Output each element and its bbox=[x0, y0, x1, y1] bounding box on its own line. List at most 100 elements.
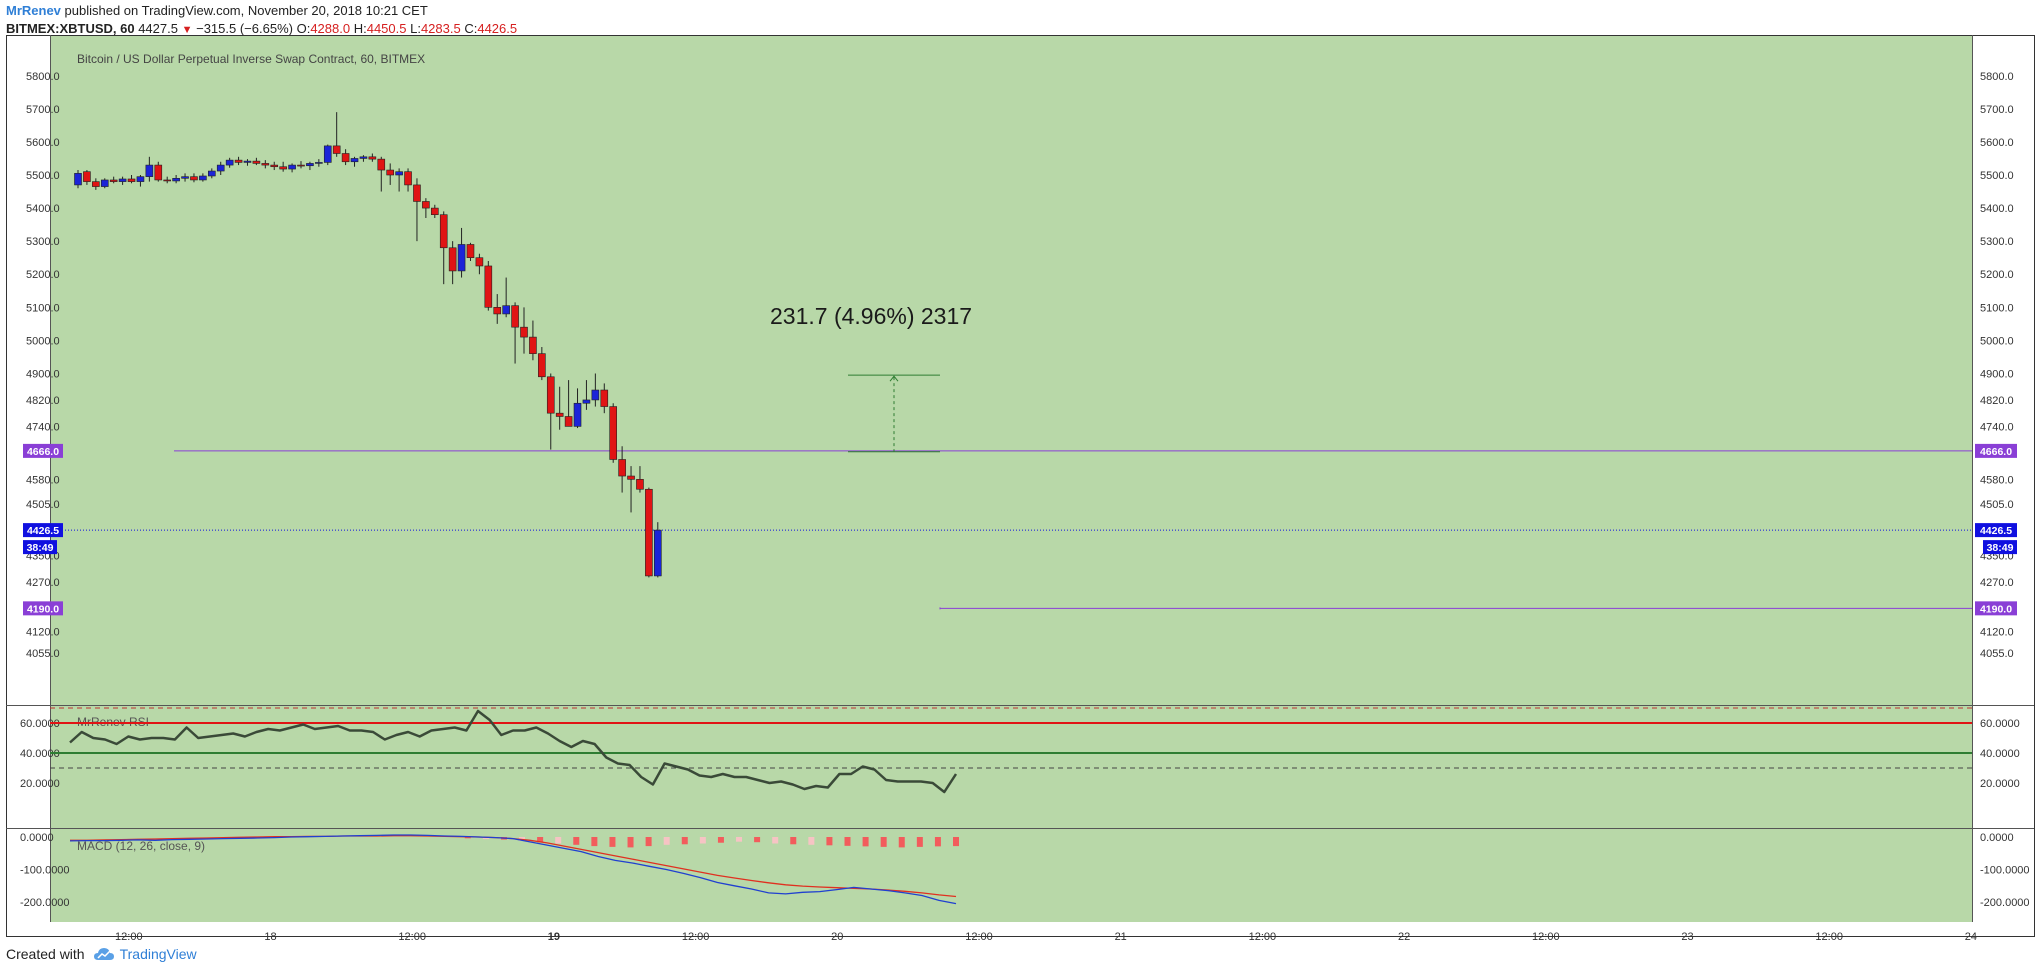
candle-down bbox=[413, 184, 421, 202]
macd-histogram-bar bbox=[717, 837, 724, 843]
x-tick-label: 24 bbox=[1965, 931, 1977, 943]
candle-down bbox=[493, 307, 502, 315]
y-tick-label-left: 4505.0 bbox=[26, 499, 60, 511]
y-tick-label-left: 5100.0 bbox=[26, 302, 60, 314]
candle-up bbox=[315, 162, 323, 164]
candle-up bbox=[350, 158, 359, 163]
y-tick-label-left: 4900.0 bbox=[26, 368, 60, 380]
y-tick-label-left: 4055.0 bbox=[26, 648, 60, 660]
y-tick-label-right: 4120.0 bbox=[1980, 627, 2014, 639]
symbol-name: BITMEX:XBTUSD, 60 bbox=[6, 21, 135, 36]
x-tick-label: 12:00 bbox=[1815, 931, 1843, 943]
x-tick-label: 12:00 bbox=[398, 931, 426, 943]
y-tick-label-right: 4740.0 bbox=[1980, 421, 2014, 433]
candle-down bbox=[439, 214, 448, 249]
y-tick-label-left: 5800.0 bbox=[26, 71, 60, 83]
open-value: 4288.0 bbox=[310, 21, 351, 36]
x-tick-label: 21 bbox=[1115, 931, 1127, 943]
measure-arrow-icon bbox=[889, 375, 899, 382]
candle-down bbox=[154, 164, 163, 181]
cloud-icon bbox=[93, 948, 114, 960]
rsi-y-tick-left: 40.0000 bbox=[20, 748, 60, 760]
candle-down bbox=[430, 207, 439, 215]
candle-up bbox=[502, 305, 510, 315]
macd-histogram-bar bbox=[573, 837, 580, 845]
macd-histogram-bar bbox=[953, 837, 959, 847]
macd-histogram-bar bbox=[645, 837, 652, 847]
countdown-tag-left: 38:49 bbox=[27, 542, 54, 554]
candle-down bbox=[422, 201, 430, 209]
candle-down bbox=[645, 488, 653, 577]
macd-histogram-bar bbox=[591, 837, 598, 847]
author-link[interactable]: MrRenev bbox=[6, 3, 61, 18]
x-tick-label: 18 bbox=[264, 931, 276, 943]
y-tick-label-left: 5500.0 bbox=[26, 170, 60, 182]
x-tick-label: 12:00 bbox=[115, 931, 143, 943]
y-tick-label-left: 4820.0 bbox=[26, 395, 60, 407]
candle-down bbox=[636, 479, 644, 490]
candle-down bbox=[163, 179, 171, 182]
level-4190-tag-right-box bbox=[1975, 601, 2017, 616]
x-tick-label: 20 bbox=[831, 931, 843, 943]
level-4190-tag-left: 4190.0 bbox=[27, 603, 59, 615]
publish-text: published on TradingView.com, November 2… bbox=[60, 3, 428, 18]
y-tick-label-left: 5700.0 bbox=[26, 104, 60, 116]
candle-down bbox=[466, 244, 475, 259]
candle-up bbox=[288, 164, 296, 170]
created-with-label: Created with bbox=[6, 946, 85, 962]
macd-histogram-bar bbox=[699, 837, 706, 844]
candle-down bbox=[546, 376, 555, 414]
candle-down bbox=[618, 459, 626, 477]
y-tick-label-right: 5000.0 bbox=[1980, 335, 2014, 347]
rsi-y-tick-right: 40.0000 bbox=[1980, 748, 2020, 760]
y-tick-label-right: 5800.0 bbox=[1980, 71, 2014, 83]
candle-up bbox=[573, 402, 582, 427]
y-tick-label-right: 4820.0 bbox=[1980, 395, 2014, 407]
level-4666-tag-left-box bbox=[23, 443, 63, 458]
candle-down bbox=[92, 181, 100, 187]
y-tick-label-left: 4580.0 bbox=[26, 474, 60, 486]
tradingview-brand: TradingView bbox=[119, 946, 197, 962]
candle-down bbox=[538, 353, 546, 378]
y-tick-label-left: 4740.0 bbox=[26, 421, 60, 433]
x-tick-label: 22 bbox=[1398, 931, 1410, 943]
candle-down bbox=[234, 159, 243, 163]
level-4666-tag-right-box bbox=[1975, 443, 2017, 458]
candle-down bbox=[564, 416, 573, 427]
y-tick-label-right: 5400.0 bbox=[1980, 203, 2014, 215]
y-tick-label-left: 5200.0 bbox=[26, 269, 60, 281]
y-tick-label-left: 5400.0 bbox=[26, 203, 60, 215]
candle-down bbox=[555, 412, 564, 417]
symbol-legend: BITMEX:XBTUSD, 60 4427.5 ▼ −315.5 (−6.65… bbox=[6, 21, 517, 36]
candle-down bbox=[484, 265, 493, 308]
candle-down bbox=[600, 389, 609, 407]
macd-histogram-bar bbox=[736, 837, 743, 842]
macd-histogram-bar bbox=[898, 837, 905, 848]
candle-up bbox=[172, 178, 180, 182]
low-value: 4283.5 bbox=[420, 21, 461, 36]
x-tick-label: 12:00 bbox=[682, 931, 710, 943]
macd-histogram-bar bbox=[609, 837, 616, 847]
chart-background bbox=[50, 35, 1972, 922]
y-tick-label-right: 5500.0 bbox=[1980, 170, 2014, 182]
candle-up bbox=[145, 164, 154, 177]
macd-histogram-bar bbox=[681, 837, 688, 845]
macd-histogram-bar bbox=[537, 837, 544, 843]
candle-up bbox=[225, 159, 234, 166]
candle-up bbox=[100, 179, 109, 187]
candle-up bbox=[582, 399, 591, 404]
candle-down bbox=[386, 169, 395, 176]
chart-frame bbox=[6, 35, 2035, 937]
y-tick-label-right: 4580.0 bbox=[1980, 474, 2014, 486]
candle-down bbox=[627, 475, 635, 480]
macd-histogram-bar bbox=[464, 837, 471, 839]
candle-down bbox=[511, 305, 519, 328]
candle-up bbox=[199, 175, 207, 181]
chart-title: Bitcoin / US Dollar Perpetual Inverse Sw… bbox=[77, 52, 425, 66]
candle-down bbox=[520, 326, 528, 338]
candle-down bbox=[127, 178, 136, 182]
candle-up bbox=[457, 244, 466, 272]
tradingview-logo[interactable]: TradingView bbox=[93, 946, 197, 962]
macd-y-tick-right: 0.0000 bbox=[1980, 832, 2014, 844]
